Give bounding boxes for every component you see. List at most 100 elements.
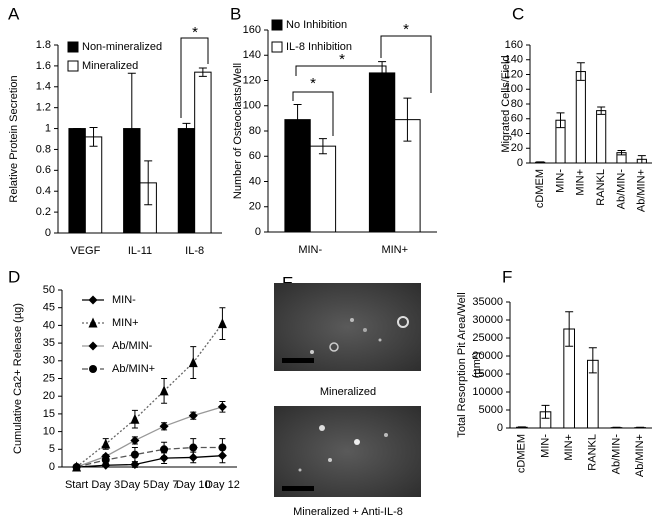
- y-tick-label: 140: [505, 54, 523, 66]
- x-tick-label: Start: [65, 479, 88, 491]
- legend-label: MIN-: [112, 294, 136, 306]
- series-line: [76, 446, 223, 468]
- y-tick-label: 120: [505, 68, 523, 80]
- micrograph: [274, 406, 421, 497]
- y-tick-label: 0: [497, 422, 503, 434]
- y-tick-label: 100: [505, 83, 523, 95]
- y-axis-label: Total Resorption Pit Area/Well: [456, 292, 468, 437]
- y-tick-label: 80: [249, 125, 261, 137]
- x-tick-label: IL-8: [185, 245, 204, 257]
- error-bar: [556, 112, 565, 129]
- marker: [130, 435, 140, 445]
- panel-letter: A: [8, 4, 20, 23]
- y-tick-label: 1.8: [36, 39, 51, 51]
- bar: [596, 110, 607, 164]
- x-tick-label: MIN-: [298, 244, 322, 256]
- x-tick-label: Day 7: [150, 479, 179, 491]
- panel-letter: C: [512, 4, 524, 23]
- y-tick-label: 0.2: [36, 206, 51, 218]
- bar: [194, 71, 212, 234]
- y-tick-label: 35000: [472, 296, 503, 308]
- y-tick-label: 50: [43, 284, 55, 296]
- y-tick-label: 5000: [479, 404, 503, 416]
- significance-star: *: [192, 24, 198, 41]
- y-tick-label: 5: [49, 443, 55, 455]
- y-axis-label: (µm²): [471, 352, 483, 379]
- marker: [101, 455, 110, 464]
- marker: [130, 450, 139, 459]
- image-caption: Mineralized: [320, 386, 376, 398]
- y-tick-label: 40: [43, 319, 55, 331]
- y-tick-label: 1.2: [36, 102, 51, 114]
- marker: [188, 452, 198, 462]
- y-tick-label: 20000: [472, 350, 503, 362]
- y-tick-label: 30: [43, 355, 55, 367]
- error-bar: [89, 127, 98, 147]
- legend-marker: [88, 295, 98, 305]
- micrograph: [274, 283, 421, 371]
- y-tick-label: 10: [43, 426, 55, 438]
- y-tick-label: 0.6: [36, 164, 51, 176]
- y-tick-label: 0: [45, 227, 51, 239]
- error-bar: [597, 106, 606, 115]
- y-tick-label: 20: [249, 201, 261, 213]
- x-tick-label: MIN+: [575, 169, 587, 196]
- y-tick-label: 120: [243, 74, 261, 86]
- error-bar: [403, 97, 412, 142]
- y-tick-label: 80: [511, 98, 523, 110]
- x-tick-label: IL-11: [128, 245, 152, 257]
- y-tick-label: 60: [511, 113, 523, 125]
- error-bar: [637, 155, 646, 164]
- y-tick-label: 160: [505, 39, 523, 51]
- marker: [101, 438, 111, 449]
- error-bar: [541, 404, 550, 419]
- significance-star: *: [339, 51, 345, 68]
- significance-bracket: [380, 35, 432, 93]
- error-bar: [536, 161, 545, 164]
- significance-bracket: [292, 91, 334, 136]
- significance-bracket: [295, 65, 387, 76]
- panel-letter: E: [282, 273, 293, 292]
- y-tick-label: 25: [43, 372, 55, 384]
- panel-letter: F: [502, 267, 512, 286]
- legend-swatch: [67, 41, 79, 53]
- x-tick-label: Ab/MIN-: [615, 169, 627, 210]
- error-bar: [144, 160, 153, 206]
- legend-swatch: [67, 60, 79, 72]
- x-tick-label: Day 5: [121, 479, 150, 491]
- bar: [68, 128, 86, 234]
- x-tick-label: MIN-: [539, 434, 551, 458]
- y-tick-label: 140: [243, 49, 261, 61]
- marker: [218, 443, 227, 452]
- significance-star: *: [310, 75, 316, 92]
- x-tick-label: RANKL: [587, 434, 599, 471]
- x-tick-label: Day 3: [91, 479, 120, 491]
- marker: [72, 463, 81, 471]
- y-axis-label: Cumulative Ca2+ Release (µg): [12, 303, 24, 454]
- y-axis-label: Number of Osteoclasts/Well: [232, 63, 244, 199]
- x-tick-label: Ab/MIN-: [610, 434, 622, 475]
- marker: [189, 443, 198, 452]
- y-tick-label: 0.4: [36, 185, 51, 197]
- error-bar: [378, 61, 387, 85]
- legend-label: MIN+: [112, 317, 139, 329]
- y-tick-label: 30000: [472, 314, 503, 326]
- error-bar: [617, 149, 626, 156]
- error-bar: [576, 62, 585, 81]
- marker: [188, 411, 198, 421]
- y-tick-label: 1.6: [36, 60, 51, 72]
- bar: [84, 136, 103, 234]
- series-line: [76, 455, 223, 468]
- x-tick-label: Ab/MIN+: [636, 169, 648, 212]
- bar: [368, 72, 396, 233]
- bar: [177, 128, 196, 234]
- error-bar: [565, 311, 574, 347]
- error-bar: [318, 138, 327, 155]
- error-bar: [517, 426, 526, 429]
- x-tick-label: cDMEM: [516, 434, 528, 473]
- error-bar: [612, 426, 621, 429]
- y-tick-label: 100: [243, 100, 261, 112]
- y-tick-label: 160: [243, 24, 261, 36]
- y-tick-label: 15000: [472, 368, 503, 380]
